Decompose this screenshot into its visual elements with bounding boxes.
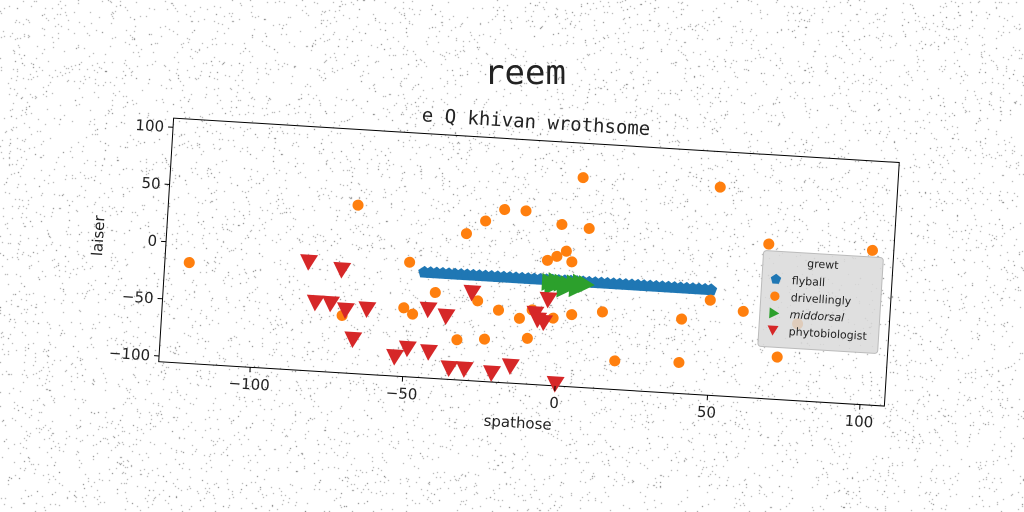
- data-point: [551, 250, 563, 262]
- data-point: [472, 295, 484, 307]
- data-point: [429, 287, 441, 299]
- x-tick-label: 100: [844, 412, 874, 432]
- data-point: [568, 279, 586, 298]
- data-point: [866, 244, 878, 256]
- x-tick-label: 0: [549, 394, 560, 413]
- data-point: [183, 257, 195, 269]
- data-point: [437, 308, 456, 326]
- data-point: [483, 365, 502, 382]
- data-point: [560, 245, 572, 257]
- y-tick-label: 0: [147, 232, 158, 251]
- data-point: [419, 301, 438, 319]
- data-point: [398, 340, 417, 358]
- data-point: [455, 361, 474, 378]
- data-point: [541, 254, 553, 266]
- y-tick-label: 50: [141, 174, 161, 193]
- data-point: [714, 181, 726, 193]
- data-point: [704, 294, 716, 306]
- legend-box: [757, 250, 884, 354]
- data-point: [596, 306, 608, 318]
- data-point: [440, 360, 459, 377]
- x-axis-label: spathose: [483, 412, 552, 434]
- data-point: [544, 276, 561, 295]
- x-tick-label: −100: [228, 374, 270, 394]
- data-point: [566, 256, 578, 268]
- y-tick-label: −100: [108, 344, 150, 364]
- data-point: [336, 302, 355, 319]
- data-point: [386, 348, 405, 366]
- data-point: [763, 238, 775, 250]
- plot-frame: [158, 117, 900, 407]
- data-point: [673, 356, 685, 369]
- data-point: [499, 204, 511, 216]
- data-point: [333, 261, 352, 279]
- y-axis: −100 −50 0 50 100: [108, 116, 174, 364]
- data-point: [676, 313, 688, 325]
- data-point: [463, 284, 482, 302]
- data-point: [451, 334, 463, 346]
- legend-entry: flyball: [791, 274, 825, 289]
- x-tick-label: 50: [696, 403, 716, 422]
- data-point: [737, 305, 749, 317]
- series-phytobiologist: [300, 254, 565, 393]
- legend-marker: [770, 273, 782, 284]
- legend: grewt flyball drivellinglymiddorsalphytobi…: [757, 250, 884, 354]
- data-point: [513, 312, 525, 324]
- data-point: [556, 218, 568, 231]
- data-point: [535, 314, 554, 332]
- chart-title: reem: [484, 53, 566, 93]
- chart-subtitle: e Q khivan wrothsome: [421, 104, 651, 140]
- legend-marker: [769, 307, 780, 319]
- data-point: [398, 302, 410, 314]
- y-tick-label: −50: [121, 287, 154, 307]
- data-point: [501, 358, 520, 375]
- data-point: [407, 308, 419, 320]
- data-point: [583, 222, 595, 235]
- legend-entry: phytobiologist: [788, 325, 867, 343]
- data-point: [566, 309, 578, 321]
- series-middorsal: [541, 272, 595, 298]
- data-point: [704, 283, 718, 296]
- data-point: [609, 355, 621, 367]
- data-point: [520, 205, 532, 217]
- legend-marker: [770, 291, 780, 301]
- data-point: [300, 254, 319, 271]
- data-point: [492, 304, 505, 316]
- legend-marker: [767, 325, 779, 336]
- data-point: [521, 332, 533, 344]
- data-point: [480, 215, 492, 227]
- data-point: [771, 351, 783, 363]
- data-point: [404, 256, 416, 268]
- y-tick-label: 100: [135, 116, 165, 136]
- x-axis: −100 −50 0 50 100: [228, 367, 874, 432]
- y-axis-label: laiser: [88, 214, 109, 257]
- plot-area: [158, 117, 900, 407]
- data-point: [344, 331, 363, 349]
- legend-entry: middorsal: [789, 308, 844, 324]
- x-tick-label: −50: [385, 384, 418, 404]
- data-point: [358, 301, 377, 318]
- legend-title: grewt: [807, 257, 840, 272]
- data-point: [546, 375, 565, 393]
- data-point: [556, 279, 574, 298]
- data-point: [352, 199, 364, 211]
- data-point: [539, 291, 558, 309]
- data-point: [322, 295, 341, 313]
- data-point: [420, 344, 439, 361]
- data-point: [577, 172, 589, 184]
- data-point: [460, 228, 472, 240]
- legend-entry: drivellingly: [790, 291, 852, 308]
- data-point: [478, 333, 491, 345]
- data-point: [306, 294, 325, 312]
